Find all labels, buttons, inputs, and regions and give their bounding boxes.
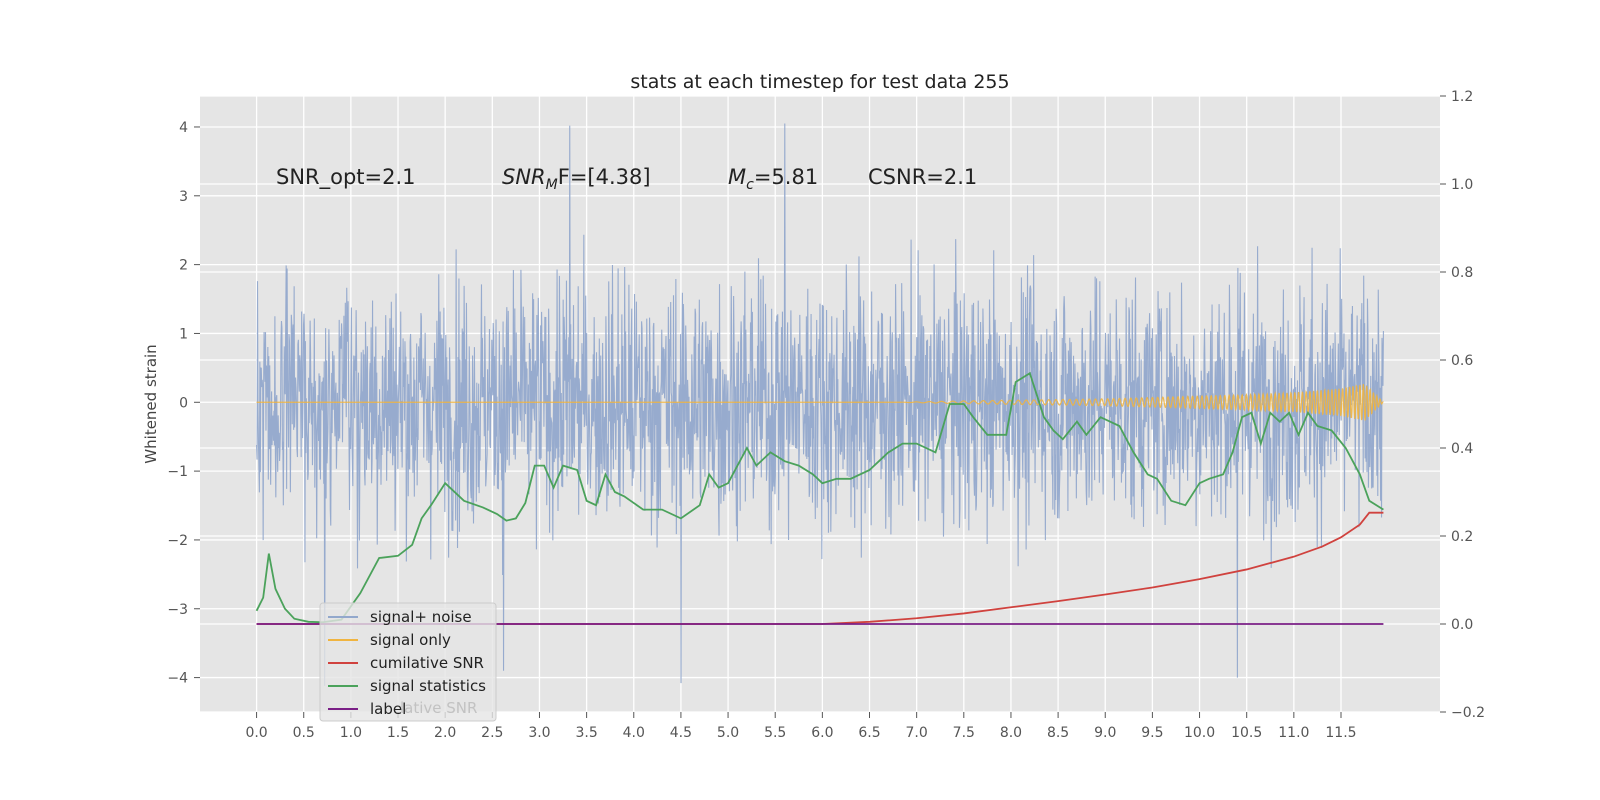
x-tick-label: 6.5 [858,725,880,741]
x-tick-label: 11.5 [1325,725,1356,741]
annotation-snr-opt: SNR_opt=2.1 [276,165,416,190]
y-axis-label: Whitened strain [142,344,160,463]
axes: 0.0 0.5 1.0 1.5 2.0 2.5 3.0 3.5 4.0 4.5 5.0 5.5 6.0 6… [167,89,1485,741]
x-tick-label: 8.0 [1000,725,1022,741]
y2-tick-label: 0.0 [1451,617,1473,633]
y2-tick-label: −0.2 [1451,705,1485,721]
x-tick-label: 8.5 [1047,725,1069,741]
annotation-csnr: CSNR=2.1 [868,165,977,189]
y-tick-label: 3 [179,189,188,205]
x-tick-label: 5.0 [717,725,739,741]
x-tick-label: 7.0 [906,725,928,741]
signal-noise-series [256,123,1384,686]
annotation-snr-mf: SNRMF=[4.38] [502,165,651,193]
y-tick-label: −1 [167,464,188,480]
annotation-chirp-mass: Mc=5.81 [728,165,818,193]
x-tick-label: 4.0 [623,725,645,741]
x-tick-label: 2.5 [481,725,503,741]
legend-overlap-text: lative SNR [400,699,477,717]
x-tick-label: 10.5 [1231,725,1262,741]
y-tick-label: −3 [167,602,188,618]
annotation-snr-mf-part: SNR [502,165,546,189]
legend-entry: signal only [370,631,451,649]
x-tick-label: 6.0 [811,725,833,741]
signal-noise-line [256,123,1384,686]
x-tick-label: 0.0 [245,725,267,741]
x-tick-label: 5.5 [764,725,786,741]
legend-entry: signal statistics [370,677,486,695]
y-tick-label: 0 [179,395,188,411]
chart-title: stats at each timestep for test data 255 [630,71,1009,93]
y2-tick-label: 0.6 [1451,353,1473,369]
x-tick-label: 11.0 [1278,725,1309,741]
x-tick-label: 3.5 [575,725,597,741]
annotation-chirp-mass-value: =5.81 [754,165,818,189]
y2-tick-label: 1.2 [1451,89,1473,105]
x-tick-label: 1.5 [387,725,409,741]
x-tick-label: 2.0 [434,725,456,741]
legend-box [319,602,497,722]
annotations: SNR_opt=2.1 SNRMF=[4.38] Mc=5.81 CSNR=2.1 [276,165,977,193]
y-tick-label: 1 [179,326,188,342]
x-tick-label: 7.5 [953,725,975,741]
y2-tick-label: 0.2 [1451,529,1473,545]
annotation-chirp-mass-subscript: c [746,177,754,193]
x-tick-label: 1.0 [340,725,362,741]
signal-statistics-line [255,371,1384,624]
cumilative-snr-line [256,511,1384,625]
legend-entry: signal+ noise [370,608,472,626]
y-tick-label: −4 [167,671,188,687]
y2-tick-label: 0.8 [1451,265,1473,281]
y-tick-label: 4 [179,120,188,136]
x-tick-label: 4.5 [670,725,692,741]
signal-only-line [256,383,1384,421]
legend-entry: label [370,700,406,718]
legend: lative SNR signal+ noise signal only cumila… [319,602,497,722]
x-tick-label: 10.0 [1184,725,1215,741]
annotation-snr-mf-subscript: M [546,177,558,193]
annotation-snr-mf-value: F=[4.38] [558,165,651,189]
signal-only-series [256,383,1384,421]
y-tick-label: −2 [167,533,188,549]
x-tick-label: 0.5 [293,725,315,741]
annotation-chirp-mass-symbol: M [728,165,746,189]
y2-tick-label: 0.4 [1451,441,1473,457]
y-tick-label: 2 [179,258,188,274]
x-tick-label: 9.5 [1141,725,1163,741]
y2-tick-label: 1.0 [1451,177,1473,193]
x-tick-label: 3.0 [528,725,550,741]
x-tick-label: 9.0 [1094,725,1116,741]
legend-entry: cumilative SNR [370,654,484,672]
